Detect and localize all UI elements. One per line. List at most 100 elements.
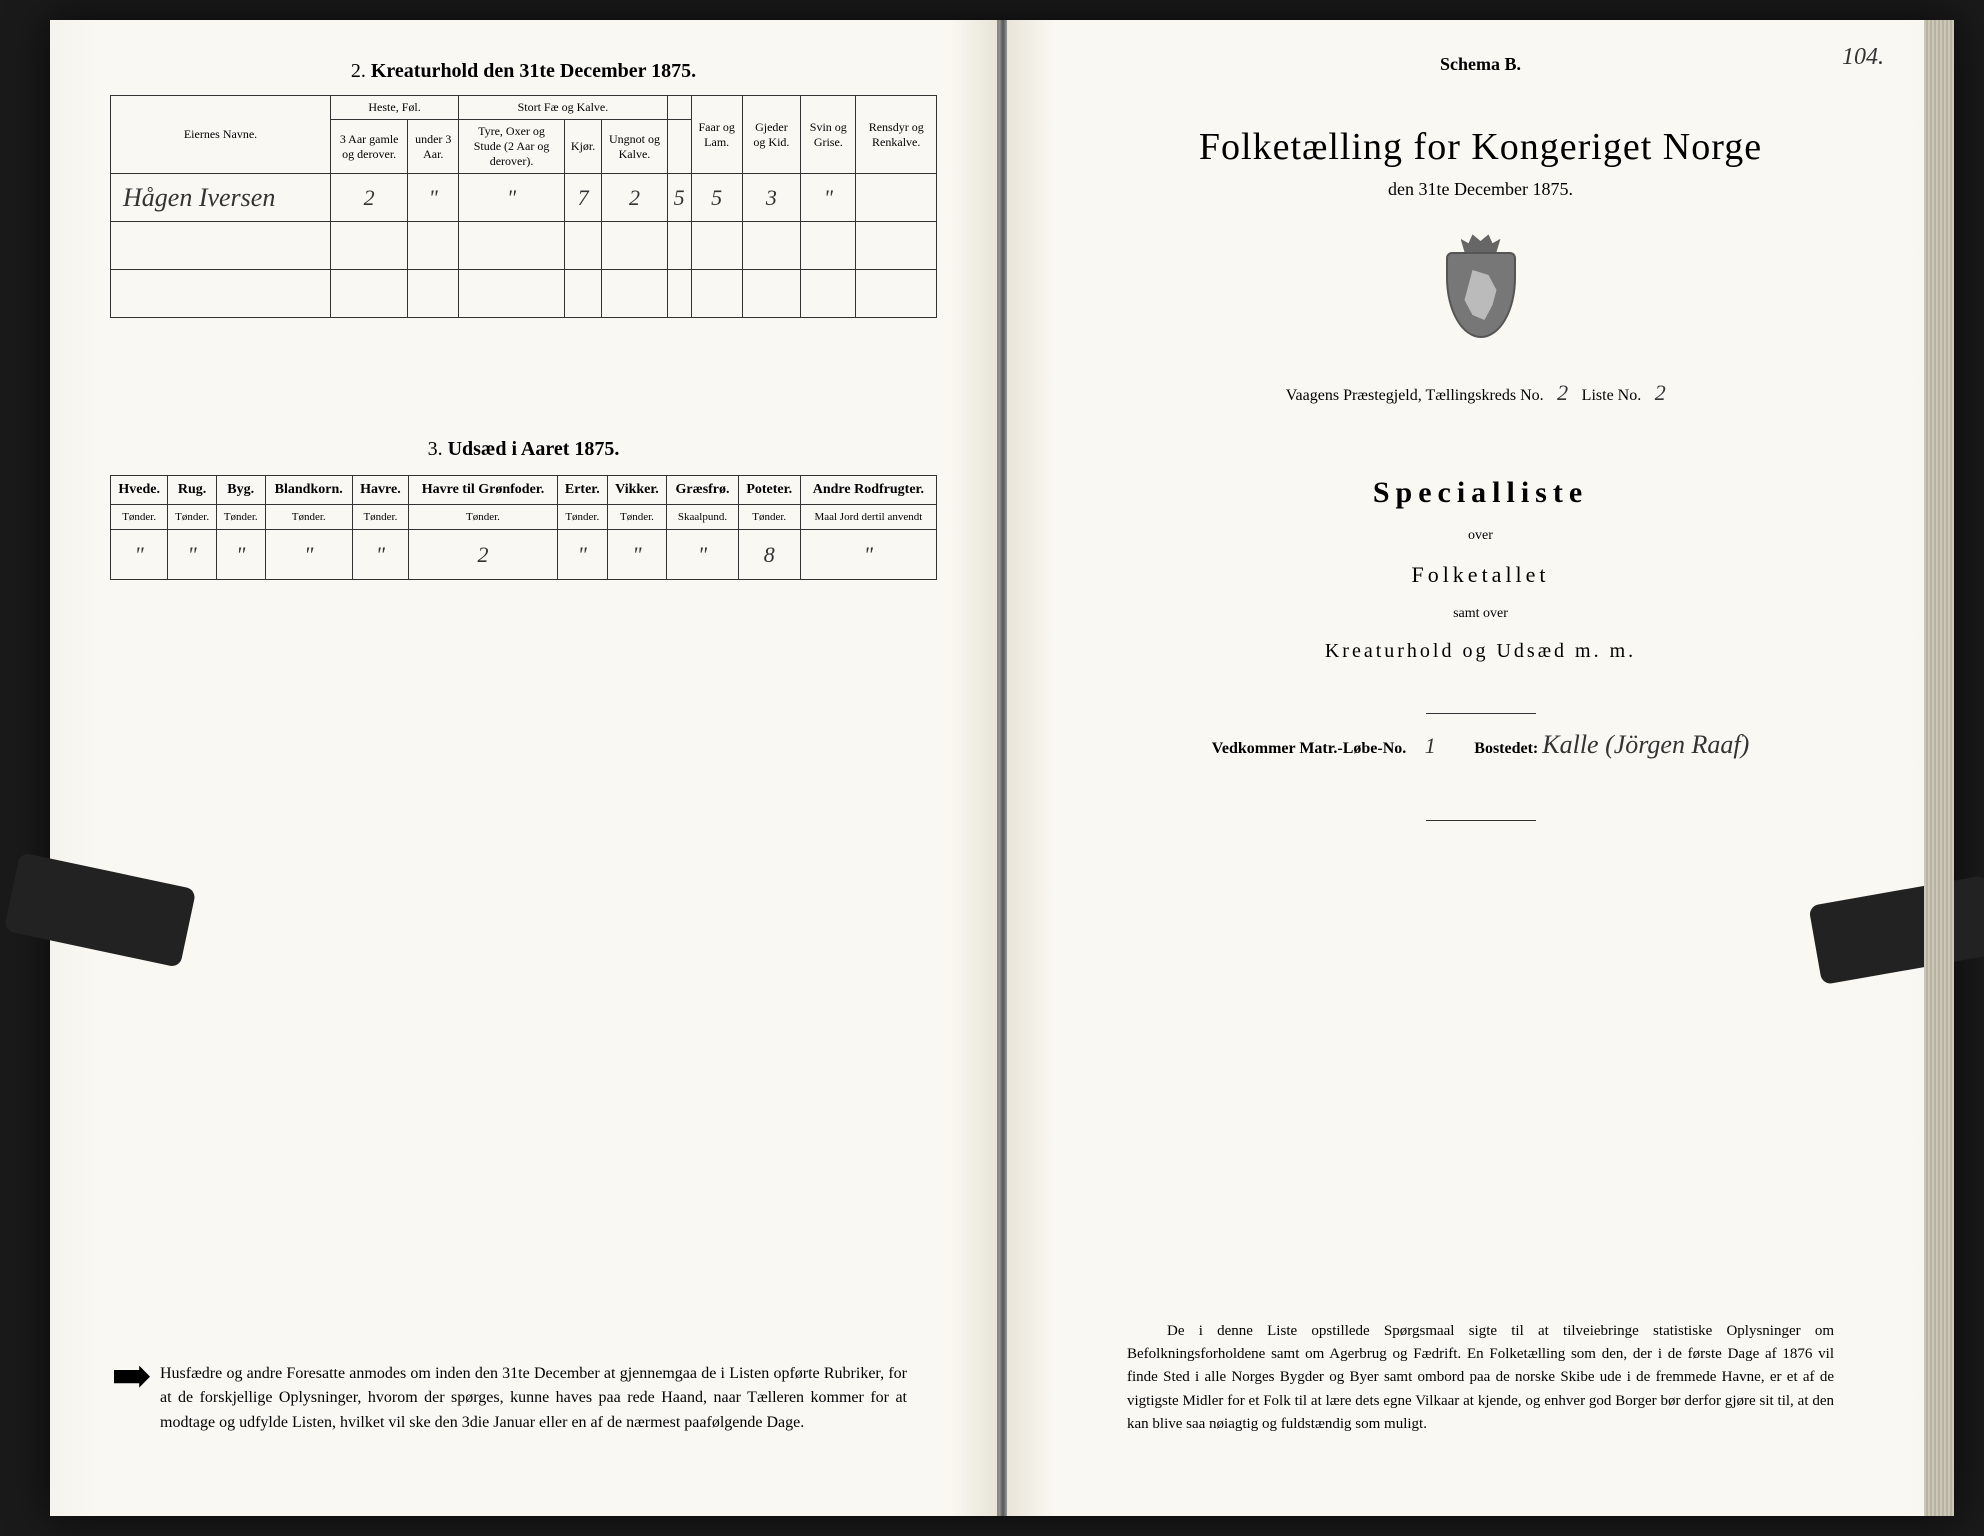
folketallet-label: Folketallet	[1067, 562, 1894, 588]
th: Tønder.	[738, 505, 800, 530]
crown-icon	[1461, 230, 1501, 252]
th-blank	[667, 96, 691, 120]
cell: "	[265, 530, 352, 580]
th: Poteter.	[738, 476, 800, 505]
th: Erter.	[557, 476, 607, 505]
cell-owner: Hågen Iversen	[111, 174, 331, 222]
th: Maal Jord dertil anvendt	[800, 505, 936, 530]
section3-title: 3. Udsæd i Aaret 1875.	[110, 438, 937, 461]
th-faar: Faar og Lam.	[691, 96, 742, 174]
th-rens: Rensdyr og Renkalve.	[856, 96, 937, 174]
th: Tønder.	[557, 505, 607, 530]
vedkom-label1: Vedkommer Matr.-Løbe-No.	[1212, 740, 1407, 757]
cell: "	[557, 530, 607, 580]
page-edge-right	[1924, 20, 1954, 1516]
cell: 2	[331, 174, 408, 222]
table-row	[111, 222, 937, 270]
cell: "	[800, 530, 936, 580]
th-svin: Svin og Grise.	[801, 96, 856, 174]
over-label: over	[1067, 528, 1894, 544]
th-stort-c: Ungnot og Kalve.	[602, 120, 667, 174]
section2-bold: Kreaturhold den 31te December 1875.	[371, 60, 696, 82]
right-page: 104. Schema B. Folketælling for Kongerig…	[1007, 20, 1954, 1516]
th-blank2	[667, 120, 691, 174]
cell: 3	[742, 174, 801, 222]
divider	[1426, 713, 1536, 714]
cell: 5	[691, 174, 742, 222]
vedkom-label2: Bostedet:	[1474, 740, 1538, 757]
livestock-table: Eiernes Navne. Heste, Føl. Stort Fæ og K…	[110, 95, 937, 318]
th: Tønder.	[409, 505, 558, 530]
right-footer-note: De i denne Liste opstillede Spørgsmaal s…	[1127, 1320, 1834, 1436]
th-heste-b: under 3 Aar.	[408, 120, 459, 174]
census-title: Folketælling for Kongeriget Norge	[1067, 125, 1894, 169]
samt-label: samt over	[1067, 606, 1894, 622]
th-stort-b: Kjør.	[564, 120, 601, 174]
cell: "	[352, 530, 408, 580]
th-heste: Heste, Føl.	[331, 96, 459, 120]
book-spine	[999, 20, 1007, 1516]
cell: "	[408, 174, 459, 222]
th-stort: Stort Fæ og Kalve.	[459, 96, 668, 120]
th: Havre til Grønfoder.	[409, 476, 558, 505]
section2-title: 2. Kreaturhold den 31te December 1875.	[110, 60, 937, 83]
cell: 2	[602, 174, 667, 222]
book-clip-left	[4, 852, 197, 968]
th: Vikker.	[607, 476, 667, 505]
th: Andre Rodfrugter.	[800, 476, 936, 505]
th: Hvede.	[111, 476, 168, 505]
table-row	[111, 270, 937, 318]
schema-label: Schema B.	[1067, 54, 1894, 75]
cell: "	[111, 530, 168, 580]
cell: "	[667, 530, 738, 580]
th-gjed: Gjeder og Kid.	[742, 96, 801, 174]
ident-mid: Liste No.	[1582, 387, 1646, 404]
kreaturhold-label: Kreaturhold og Udsæd m. m.	[1067, 640, 1894, 663]
table-row: Hågen Iversen 2 " " 7 2 5 5 3 "	[111, 174, 937, 222]
book-clip-right	[1808, 875, 1984, 985]
th: Blandkorn.	[265, 476, 352, 505]
cell: "	[216, 530, 265, 580]
th-owner: Eiernes Navne.	[111, 96, 331, 174]
cell: 8	[738, 530, 800, 580]
cell: "	[801, 174, 856, 222]
vedkommer-line: Vedkommer Matr.-Løbe-No. 1 Bostedet: Kal…	[1067, 730, 1894, 760]
cell: "	[168, 530, 217, 580]
vedkom-val1: 1	[1410, 733, 1450, 759]
page-number: 104.	[1842, 44, 1884, 71]
section3-bold: Udsæd i Aaret 1875.	[448, 438, 620, 460]
pointing-hand-icon	[114, 1366, 150, 1388]
left-page: 2. Kreaturhold den 31te December 1875. E…	[50, 20, 999, 1516]
th: Græsfrø.	[667, 476, 738, 505]
footer-text: Husfædre og andre Foresatte anmodes om i…	[160, 1365, 907, 1432]
cell: 2	[409, 530, 558, 580]
th: Havre.	[352, 476, 408, 505]
coat-of-arms-icon	[1436, 230, 1526, 340]
cell: "	[459, 174, 565, 222]
census-date: den 31te December 1875.	[1067, 179, 1894, 200]
divider	[1426, 820, 1536, 821]
section2-prefix: 2.	[351, 60, 371, 82]
ident-kreds: 2	[1548, 380, 1578, 406]
identification-line: Vaagens Præstegjeld, Tællingskreds No. 2…	[1067, 380, 1894, 406]
left-footer-note: Husfædre og andre Foresatte anmodes om i…	[160, 1362, 907, 1436]
vedkom-val2: Kalle (Jörgen Raaf)	[1542, 730, 1749, 759]
th: Tønder.	[607, 505, 667, 530]
ident-prefix: Vaagens Præstegjeld, Tællingskreds No.	[1286, 387, 1548, 404]
th: Skaalpund.	[667, 505, 738, 530]
cell: "	[607, 530, 667, 580]
cell: 7	[564, 174, 601, 222]
th: Rug.	[168, 476, 217, 505]
th: Byg.	[216, 476, 265, 505]
table-row: " " " " " 2 " " " 8 "	[111, 530, 937, 580]
ident-liste: 2	[1645, 380, 1675, 406]
th-heste-a: 3 Aar gamle og derover.	[331, 120, 408, 174]
cell	[856, 174, 937, 222]
specialliste-heading: Specialliste	[1067, 476, 1894, 510]
section3-prefix: 3.	[428, 438, 448, 460]
book-spread: 2. Kreaturhold den 31te December 1875. E…	[50, 20, 1954, 1516]
th: Tønder.	[111, 505, 168, 530]
th: Tønder.	[265, 505, 352, 530]
cell: 5	[667, 174, 691, 222]
th-stort-a: Tyre, Oxer og Stude (2 Aar og derover).	[459, 120, 565, 174]
